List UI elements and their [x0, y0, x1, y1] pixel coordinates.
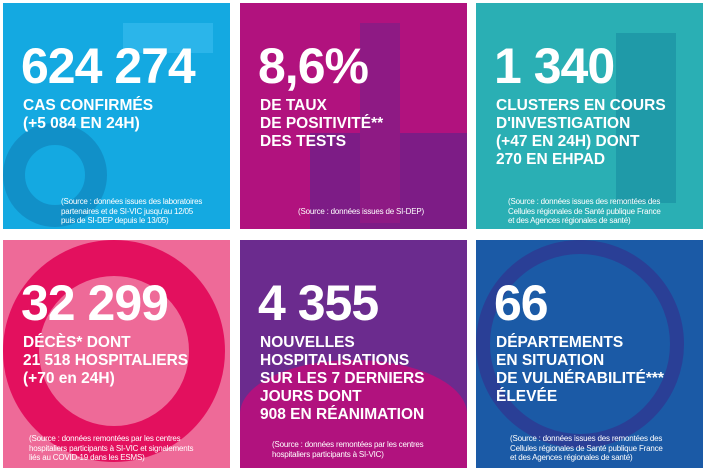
source-note: (Source : données issues des laboratoire…	[61, 197, 203, 225]
stat-value: 1 340	[494, 38, 615, 94]
decorative-plus	[360, 23, 400, 223]
panel-confirmed-cases: 624 274 CAS CONFIRMÉS (+5 084 EN 24H) (So…	[3, 3, 230, 229]
stat-label: CAS CONFIRMÉS (+5 084 EN 24H)	[23, 97, 154, 132]
stat-label: CLUSTERS EN COURS D'INVESTIGATION (+47 EN …	[496, 97, 666, 168]
panel-hospitalisations: 4 355 NOUVELLES HOSPITALISATIONS SUR LES 7…	[240, 240, 467, 468]
source-note: (Source : données remontées par les cent…	[29, 434, 194, 462]
stat-label: DÉCÈS* DONT 21 518 HOSPITALIERS (+70 en 24…	[23, 334, 189, 387]
stat-label: DÉPARTEMENTS EN SITUATION DE VULNÉRABILITÉ…	[496, 334, 664, 405]
panel-positivity-rate: 8,6% DE TAUX DE POSITIVITÉ** DES TESTS (So…	[240, 3, 467, 229]
stat-label: DE TAUX DE POSITIVITÉ** DES TESTS	[260, 97, 384, 150]
source-note: (Source : données issues des remontées d…	[508, 197, 661, 225]
stat-value: 4 355	[258, 275, 379, 331]
source-note: (Source : données issues de SI-DEP)	[298, 207, 424, 216]
stat-label: NOUVELLES HOSPITALISATIONS SUR LES 7 DERNI…	[260, 334, 425, 423]
stat-value: 624 274	[21, 38, 196, 94]
decorative-shape	[240, 360, 467, 468]
panel-clusters: 1 340 CLUSTERS EN COURS D'INVESTIGATION (+…	[476, 3, 703, 229]
decorative-shape	[123, 23, 213, 53]
panel-deaths: 32 299 DÉCÈS* DONT 21 518 HOSPITALIERS (+7…	[3, 240, 230, 468]
stat-value: 8,6%	[258, 38, 369, 94]
stat-value: 32 299	[21, 275, 169, 331]
stat-value: 66	[494, 275, 549, 331]
source-note: (Source : données issues des remontées d…	[510, 434, 663, 462]
panel-departments: 66 DÉPARTEMENTS EN SITUATION DE VULNÉRABIL…	[476, 240, 703, 468]
decorative-arrow	[616, 33, 676, 203]
source-note: (Source : données remontées par les cent…	[272, 440, 424, 459]
